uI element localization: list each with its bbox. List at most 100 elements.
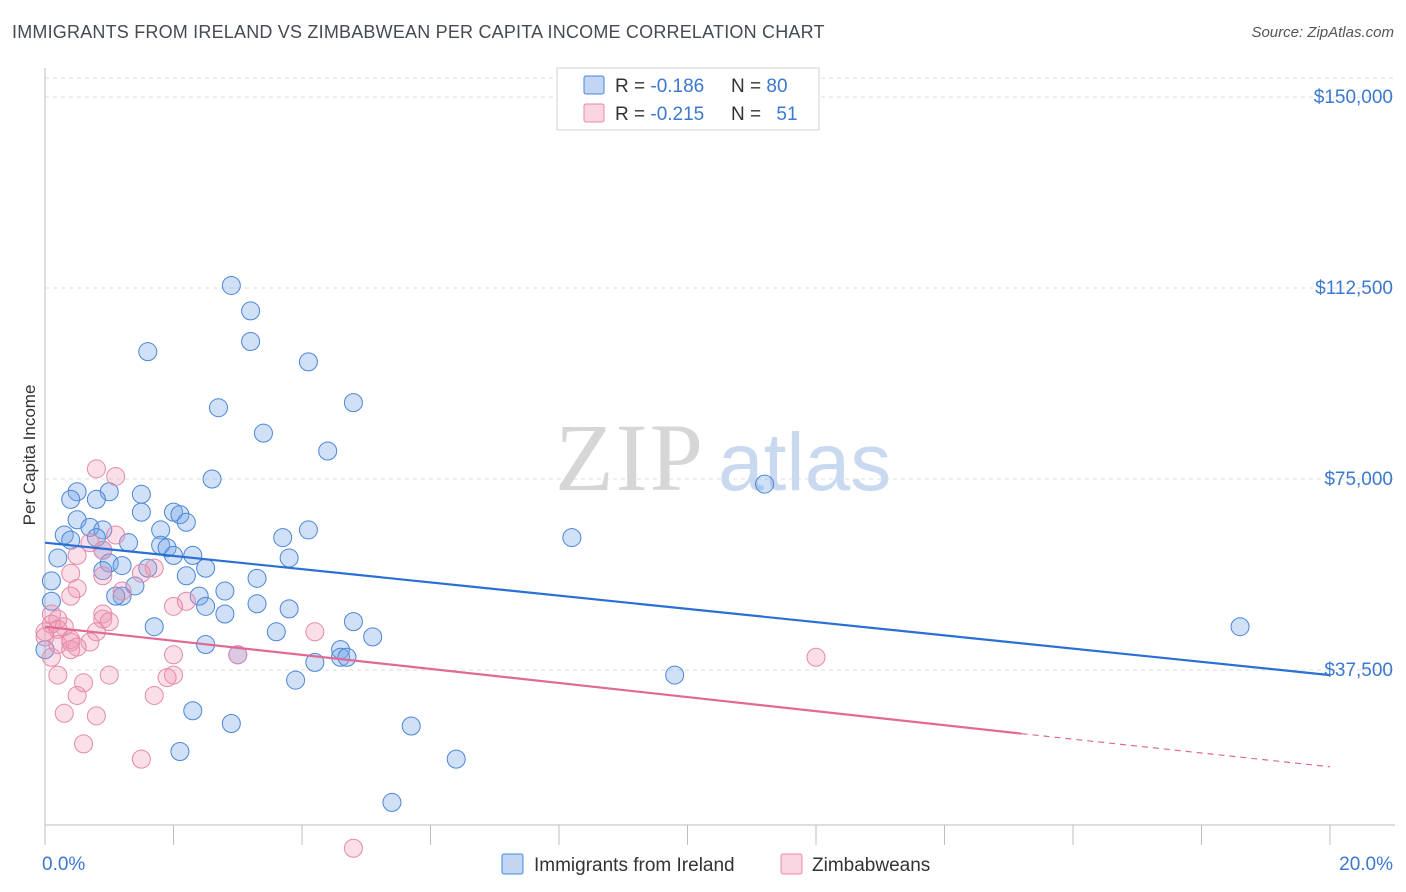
y-tick-label-1: $112,500 [1315, 278, 1393, 299]
zimbabweans-trendline-2 [1021, 733, 1331, 768]
ireland-point-4 [298, 352, 318, 372]
ireland-point-12 [67, 482, 87, 502]
zimbabweans-point-41 [74, 673, 94, 693]
legend-n-value-2: 51 [776, 104, 797, 125]
ireland-point-59 [266, 622, 286, 642]
ireland-point-74 [446, 749, 466, 769]
zimbabweans-point-15 [93, 604, 113, 624]
zimbabweans-point-1 [106, 466, 126, 486]
zimbabweans-point-30 [48, 635, 68, 655]
ireland-point-52 [247, 594, 267, 614]
ireland-point-5 [343, 393, 363, 413]
ireland-point-39 [112, 556, 132, 576]
ireland-trendline-0 [44, 541, 1331, 677]
zimbabweans-point-12 [61, 586, 81, 606]
correlation-legend: R = -0.186 N = 80 R = -0.215 N = 51 [556, 67, 820, 131]
ireland-point-14 [86, 489, 106, 509]
legend-n-label-2: N = [731, 104, 766, 125]
bottom-legend-label-ireland: Immigrants from Ireland [534, 855, 735, 876]
bottom-legend-swatch-blue [501, 853, 524, 875]
ireland-point-43 [176, 566, 196, 586]
zimbabweans-point-35 [806, 647, 826, 667]
series-zimbabweans-points [35, 459, 826, 858]
zimbabweans-point-5 [67, 545, 87, 565]
ireland-point-36 [48, 548, 68, 568]
zimbabweans-point-13 [176, 591, 196, 611]
ireland-point-24 [151, 520, 171, 540]
ireland-point-37 [279, 548, 299, 568]
ireland-point-26 [86, 528, 106, 548]
trendlines [44, 541, 1331, 768]
zimbabweans-point-11 [112, 581, 132, 601]
ireland-point-0 [221, 275, 241, 295]
zimbabweans-point-39 [48, 665, 68, 685]
zimbabweans-point-40 [157, 668, 177, 688]
ireland-point-44 [247, 568, 267, 588]
zimbabweans-point-10 [67, 579, 87, 599]
ireland-point-40 [138, 558, 158, 578]
y-tick-label-2: $75,000 [1324, 469, 1393, 490]
ireland-point-46 [125, 576, 145, 596]
ireland-point-54 [279, 599, 299, 619]
zimbabweans-point-29 [80, 632, 100, 652]
zimbabweans-trendline-1 [44, 625, 1022, 735]
ireland-point-7 [253, 423, 273, 443]
series-ireland-points [35, 275, 1250, 812]
ireland-point-8 [318, 441, 338, 461]
ireland-point-69 [286, 670, 306, 690]
zimbabweans-point-42 [144, 685, 164, 705]
ireland-point-57 [144, 617, 164, 637]
zimbabweans-point-43 [67, 685, 87, 705]
zimbabweans-point-6 [144, 558, 164, 578]
watermark-atlas: atlas [718, 417, 891, 508]
ireland-point-50 [106, 586, 126, 606]
svg-text:N = 51: N = 51 [731, 104, 798, 125]
y-tick-label-0: $150,000 [1314, 87, 1393, 108]
ireland-point-6 [208, 398, 228, 418]
zimbabweans-point-2 [106, 525, 126, 545]
ireland-point-16 [131, 502, 151, 522]
zimbabweans-point-47 [131, 749, 151, 769]
legend-n-value-1: 80 [766, 76, 787, 97]
zimbabweans-point-34 [228, 645, 248, 665]
svg-text:R = -0.186: R = -0.186 [615, 76, 704, 97]
watermark: ZIP atlas [555, 404, 891, 511]
legend-swatch-blue [583, 75, 605, 95]
ireland-point-22 [93, 520, 113, 540]
bottom-legend-label-zimbabweans: Zimbabweans [812, 855, 930, 876]
grid-lines [45, 77, 1395, 671]
ireland-point-9 [202, 469, 222, 489]
bottom-legend-swatch-pink [780, 853, 803, 875]
zimbabweans-point-44 [54, 703, 74, 723]
ireland-point-68 [665, 665, 685, 685]
legend-r-label-2: R = [615, 104, 650, 125]
ireland-point-45 [41, 571, 61, 591]
legend-r-value-1: -0.186 [650, 76, 704, 97]
ireland-point-58 [1230, 617, 1250, 637]
ireland-point-48 [112, 586, 132, 606]
ireland-point-55 [215, 604, 235, 624]
x-tick-label-1: 20.0% [1339, 854, 1393, 875]
ireland-point-73 [170, 741, 190, 761]
x-tick-label-0: 0.0% [42, 854, 85, 875]
zimbabweans-point-8 [131, 563, 151, 583]
zimbabweans-point-32 [61, 640, 81, 660]
ireland-point-27 [273, 528, 293, 548]
zimbabweans-point-46 [74, 734, 94, 754]
svg-text:N = 80: N = 80 [731, 76, 788, 97]
ireland-point-60 [363, 627, 383, 647]
axes [44, 68, 1395, 845]
zimbabweans-point-9 [93, 566, 113, 586]
ireland-point-42 [93, 561, 113, 581]
ireland-point-10 [755, 474, 775, 494]
legend-swatch-pink [583, 103, 605, 123]
ireland-point-56 [343, 612, 363, 632]
y-axis-label: Per Capita Income [20, 385, 39, 526]
ireland-point-23 [298, 520, 318, 540]
legend-r-value-2: -0.215 [650, 104, 704, 125]
ireland-point-1 [241, 301, 261, 321]
ireland-point-53 [196, 596, 216, 616]
ireland-point-70 [183, 701, 203, 721]
ireland-point-15 [61, 489, 81, 509]
